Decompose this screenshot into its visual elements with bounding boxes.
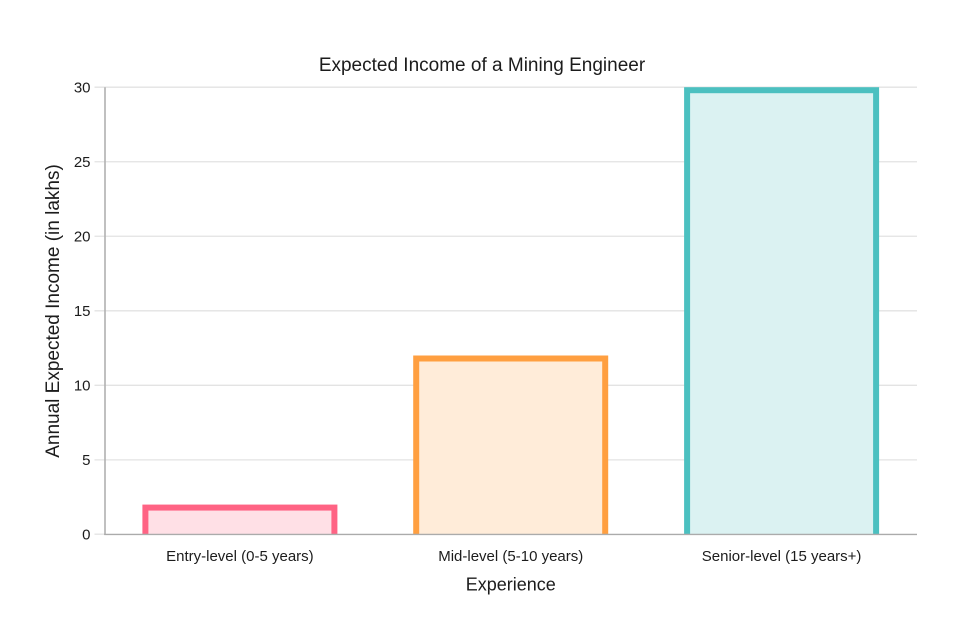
svg-text:25: 25 bbox=[74, 154, 91, 171]
svg-text:Expected Income of a Mining En: Expected Income of a Mining Engineer bbox=[319, 55, 646, 76]
svg-text:5: 5 bbox=[82, 452, 90, 469]
svg-text:15: 15 bbox=[74, 303, 91, 320]
svg-text:0: 0 bbox=[82, 526, 90, 543]
svg-text:Senior-level (15 years+): Senior-level (15 years+) bbox=[702, 548, 862, 565]
svg-text:Mid-level (5-10 years): Mid-level (5-10 years) bbox=[438, 548, 583, 565]
svg-text:20: 20 bbox=[74, 229, 91, 246]
svg-text:Annual Expected Income (in lak: Annual Expected Income (in lakhs) bbox=[43, 164, 64, 458]
svg-text:Entry-level (0-5 years): Entry-level (0-5 years) bbox=[166, 548, 314, 565]
svg-text:10: 10 bbox=[74, 378, 91, 395]
svg-text:Experience: Experience bbox=[466, 575, 556, 595]
svg-text:30: 30 bbox=[74, 79, 91, 96]
